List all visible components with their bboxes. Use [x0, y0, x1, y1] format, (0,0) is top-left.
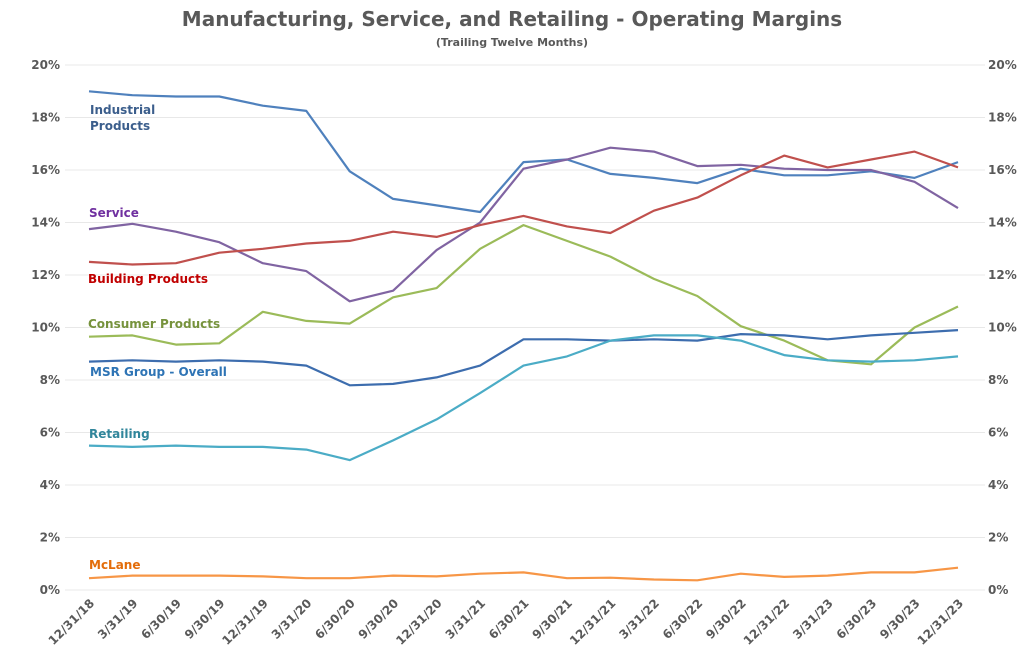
- y-axis-left: 0% 2% 4% 6% 8% 10% 12% 14% 16% 18% 20%: [31, 58, 60, 597]
- x-tick-label: 3/31/22: [616, 596, 662, 642]
- y-tick-label-left: 6%: [40, 426, 60, 440]
- y-tick-label-right: 0%: [988, 583, 1008, 597]
- y-tick-label-left: 20%: [31, 58, 60, 72]
- series-line-mclane: [88, 566, 959, 582]
- y-tick-label-left: 14%: [31, 216, 60, 230]
- x-tick-label: 6/30/21: [486, 596, 532, 642]
- x-tick-label: 12/31/19: [219, 596, 271, 648]
- y-tick-label-right: 10%: [988, 321, 1017, 335]
- y-tick-label-left: 12%: [31, 268, 60, 282]
- series-label-industrial-products: Industrial: [90, 103, 155, 117]
- y-axis-right: 0% 2% 4% 6% 8% 10% 12% 14% 16% 18% 20%: [988, 58, 1017, 597]
- series-line-industrial-products: [88, 90, 959, 214]
- y-tick-label-right: 4%: [988, 478, 1008, 492]
- series-line-msr-group-overall: [88, 329, 959, 387]
- series-line-building-products: [88, 150, 959, 266]
- series-label-retailing: Retailing: [89, 427, 150, 441]
- x-tick-label: 9/30/22: [703, 596, 749, 642]
- y-tick-label-left: 2%: [40, 531, 60, 545]
- x-tick-label: 3/31/20: [269, 596, 315, 642]
- series-line-retailing: [88, 334, 959, 462]
- series-label-service: Service: [89, 206, 139, 220]
- y-tick-label-right: 6%: [988, 426, 1008, 440]
- x-tick-label: 3/31/23: [790, 596, 836, 642]
- y-tick-label-right: 20%: [988, 58, 1017, 72]
- x-tick-label: 12/31/20: [393, 596, 445, 648]
- series-label-mclane: McLane: [89, 558, 140, 572]
- x-tick-label: 9/30/23: [877, 596, 923, 642]
- x-tick-label: 12/31/21: [567, 596, 619, 648]
- y-tick-label-right: 2%: [988, 531, 1008, 545]
- series-label-industrial-products: Products: [90, 119, 150, 133]
- x-tick-label: 12/31/18: [46, 596, 98, 648]
- chart-title: Manufacturing, Service, and Retailing - …: [182, 7, 842, 31]
- x-tick-label: 12/31/23: [915, 596, 967, 648]
- series-label-building-products: Building Products: [88, 272, 208, 286]
- x-tick-label: 3/31/19: [95, 596, 141, 642]
- y-tick-label-right: 12%: [988, 268, 1017, 282]
- x-tick-label: 6/30/20: [312, 596, 358, 642]
- y-tick-label-right: 8%: [988, 373, 1008, 387]
- x-tick-label: 3/31/21: [443, 596, 489, 642]
- x-tick-label: 9/30/19: [182, 596, 228, 642]
- series-lines: [88, 90, 959, 582]
- series-labels: Industrial Products Service Building Produc…: [88, 103, 227, 572]
- x-tick-label: 6/30/23: [834, 596, 880, 642]
- chart-subtitle: (Trailing Twelve Months): [436, 36, 588, 49]
- y-tick-label-right: 18%: [988, 111, 1017, 125]
- y-tick-label-left: 8%: [40, 373, 60, 387]
- x-tick-label: 6/30/19: [138, 596, 184, 642]
- gridlines: [65, 64, 985, 591]
- x-tick-label: 6/30/22: [660, 596, 706, 642]
- series-line-service: [88, 146, 959, 303]
- y-tick-label-right: 16%: [988, 163, 1017, 177]
- y-tick-label-left: 4%: [40, 478, 60, 492]
- x-axis: 12/31/183/31/196/30/199/30/1912/31/193/3…: [46, 596, 967, 648]
- series-label-msr-group-overall: MSR Group - Overall: [90, 365, 227, 379]
- series-label-consumer-products: Consumer Products: [88, 317, 220, 331]
- series-line-consumer-products: [88, 224, 959, 366]
- y-tick-label-right: 14%: [988, 216, 1017, 230]
- y-tick-label-left: 18%: [31, 111, 60, 125]
- y-tick-label-left: 10%: [31, 321, 60, 335]
- y-tick-label-left: 0%: [40, 583, 60, 597]
- x-tick-label: 9/30/21: [529, 596, 575, 642]
- x-tick-label: 12/31/22: [741, 596, 793, 648]
- x-tick-label: 9/30/20: [356, 596, 402, 642]
- y-tick-label-left: 16%: [31, 163, 60, 177]
